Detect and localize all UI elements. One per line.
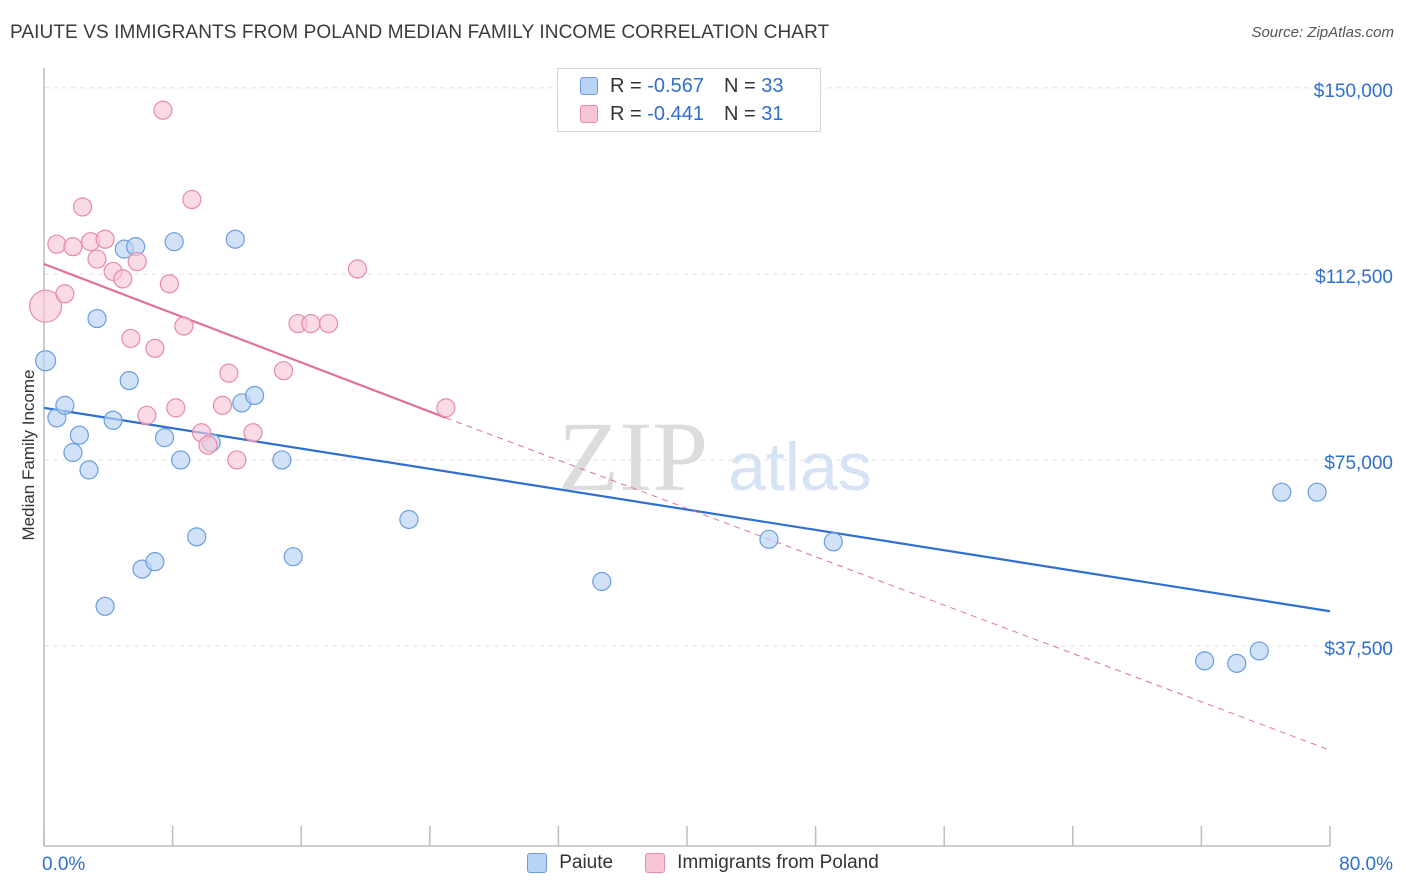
poland-point bbox=[137, 405, 157, 425]
legend-r-label: R = bbox=[610, 74, 648, 97]
y-tick-label: $37,500 bbox=[1324, 639, 1393, 660]
paiute-point bbox=[1195, 651, 1215, 671]
paiute-point bbox=[145, 552, 165, 572]
paiute-point bbox=[592, 571, 612, 592]
poland-point bbox=[63, 237, 83, 257]
poland-point bbox=[318, 313, 339, 334]
legend-row-paiute: R = -0.567 N = 33 bbox=[580, 73, 783, 99]
poland-point bbox=[159, 274, 179, 294]
poland-point bbox=[243, 423, 263, 443]
legend-item-label: Immigrants from Poland bbox=[677, 852, 879, 873]
legend-r-value: -0.441 bbox=[647, 102, 704, 125]
source-label: Source: ZipAtlas.com bbox=[1251, 24, 1394, 41]
legend-n-label: N = bbox=[723, 102, 762, 125]
data-points bbox=[29, 100, 1327, 673]
poland-point bbox=[212, 395, 233, 415]
watermark: ZIP atlas bbox=[558, 401, 872, 512]
y-tick-label: $75,000 bbox=[1324, 453, 1393, 474]
paiute-point bbox=[1272, 482, 1292, 502]
y-axis-label: Median Family Income bbox=[19, 369, 38, 540]
paiute-point bbox=[79, 460, 99, 480]
paiute-point bbox=[119, 370, 139, 391]
legend-n-value: 31 bbox=[761, 102, 784, 125]
poland-point bbox=[55, 284, 75, 304]
paiute-point bbox=[171, 450, 191, 470]
poland-point bbox=[95, 229, 115, 249]
axes bbox=[43, 68, 1331, 847]
paiute-point bbox=[225, 229, 245, 249]
paiute-point bbox=[35, 350, 57, 372]
legend-item-poland: Immigrants from Poland bbox=[645, 852, 879, 874]
poland-point bbox=[72, 197, 93, 217]
paiute-point bbox=[399, 509, 419, 530]
tick-labels: $37,500 $75,000 $112,500 $150,000 0.0% 80.0% bbox=[42, 81, 1393, 875]
watermark-zip: ZIP bbox=[558, 401, 708, 512]
legend-n-label: N = bbox=[723, 74, 762, 97]
legend-r-label: R = bbox=[610, 102, 648, 125]
paiute-point bbox=[63, 442, 83, 463]
poland-swatch bbox=[645, 853, 666, 873]
paiute-swatch bbox=[580, 77, 598, 95]
chart-title: PAIUTE VS IMMIGRANTS FROM POLAND MEDIAN … bbox=[10, 22, 830, 43]
poland-point bbox=[227, 450, 247, 470]
poland-point bbox=[301, 313, 321, 334]
poland-point bbox=[436, 398, 456, 418]
y-tick-label: $112,500 bbox=[1315, 267, 1393, 288]
poland-point bbox=[145, 338, 165, 358]
paiute-point bbox=[1227, 653, 1247, 673]
legend-item-paiute: Paiute bbox=[527, 852, 613, 874]
poland-point bbox=[219, 363, 239, 383]
paiute-point bbox=[1249, 641, 1269, 661]
paiute-point bbox=[272, 450, 292, 470]
poland-point bbox=[166, 398, 186, 418]
poland-point bbox=[47, 234, 67, 254]
paiute-point bbox=[69, 425, 89, 445]
poland-swatch bbox=[580, 105, 598, 123]
poland-point bbox=[153, 100, 173, 120]
paiute-trend-line bbox=[43, 406, 1331, 613]
poland-trend-line bbox=[43, 262, 447, 419]
poland-point bbox=[87, 249, 107, 269]
paiute-point bbox=[55, 395, 75, 415]
paiute-point bbox=[95, 596, 115, 616]
trend-lines bbox=[43, 262, 1331, 751]
paiute-point bbox=[1307, 482, 1327, 502]
poland-point bbox=[127, 251, 147, 272]
legend-box: R = -0.567 N = 33 R = -0.441 N = 31 bbox=[557, 68, 821, 132]
poland-point bbox=[174, 316, 194, 336]
poland-point bbox=[121, 328, 141, 349]
poland-point bbox=[198, 435, 218, 455]
poland-point bbox=[113, 269, 133, 289]
paiute-point bbox=[187, 527, 207, 547]
poland-point bbox=[347, 259, 368, 279]
watermark-atlas: atlas bbox=[728, 429, 872, 505]
paiute-point bbox=[244, 385, 265, 406]
paiute-point bbox=[759, 529, 779, 549]
legend-row-poland: R = -0.441 N = 31 bbox=[580, 101, 783, 127]
paiute-point bbox=[164, 232, 184, 252]
legend-n-value: 33 bbox=[761, 74, 784, 97]
paiute-swatch bbox=[527, 853, 548, 873]
poland-point bbox=[182, 189, 202, 210]
legend-r-value: -0.567 bbox=[647, 74, 704, 97]
x-tick-label: 80.0% bbox=[1339, 854, 1393, 875]
grid-lines bbox=[44, 87, 1392, 647]
bottom-legend: Paiute Immigrants from Poland bbox=[0, 852, 1406, 874]
paiute-point bbox=[87, 308, 107, 329]
paiute-point bbox=[823, 532, 843, 552]
paiute-point bbox=[103, 410, 123, 430]
poland-trend-extension bbox=[445, 417, 1331, 751]
poland-point bbox=[29, 289, 63, 323]
paiute-point bbox=[283, 547, 303, 567]
x-tick-label: 0.0% bbox=[42, 854, 85, 875]
legend-item-label: Paiute bbox=[559, 852, 614, 873]
y-tick-label: $150,000 bbox=[1314, 81, 1393, 102]
poland-point bbox=[273, 361, 294, 381]
paiute-point bbox=[154, 428, 175, 448]
